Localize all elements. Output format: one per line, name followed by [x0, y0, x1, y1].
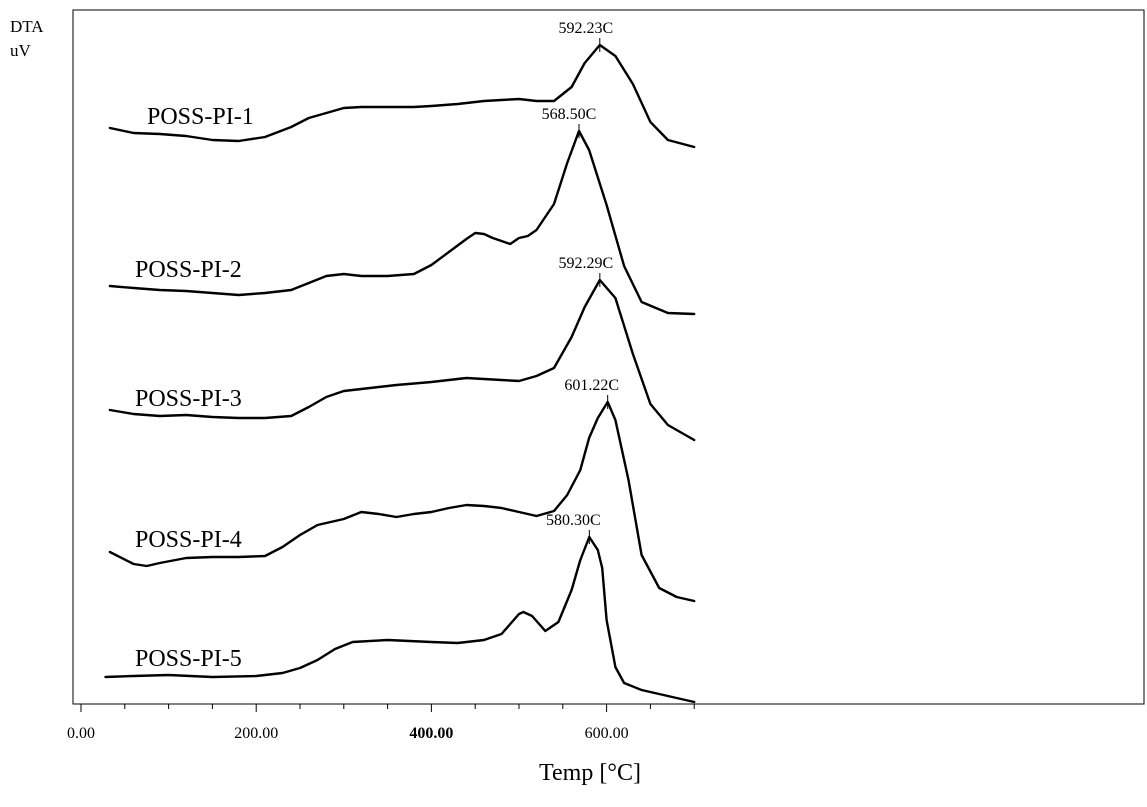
peak-markers: 592.23C 568.50C 592.29C 601.22C 580.30C [542, 20, 619, 544]
peak-label-1: 592.23C [558, 20, 613, 37]
x-tick-label: 0.00 [67, 725, 95, 742]
x-axis-title: Temp [°C] [539, 760, 641, 786]
series-curve-5 [104, 535, 696, 704]
y-axis-label-line-1: DTA [10, 17, 44, 36]
x-tick-label: 600.00 [585, 725, 629, 742]
plot-frame [72, 9, 1145, 705]
series-curve-1 [108, 43, 696, 149]
series-curve-4 [108, 400, 696, 603]
peak-label-3: 592.29C [559, 255, 614, 272]
series-labels: POSS-PI-1 POSS-PI-2 POSS-PI-3 POSS-PI-4 POSS… [135, 104, 254, 672]
x-tick-label: 400.00 [409, 725, 453, 742]
series-curve-2 [108, 129, 696, 316]
series-label-4: POSS-PI-4 [135, 527, 242, 553]
y-axis-label-line-2: uV [10, 41, 32, 60]
series-label-3: POSS-PI-3 [135, 386, 242, 412]
x-axis-minor-ticks [80, 704, 695, 712]
series-curve-3 [108, 278, 696, 442]
peak-label-2: 568.50C [542, 106, 597, 123]
x-tick-label: 200.00 [234, 725, 278, 742]
series-label-2: POSS-PI-2 [135, 257, 242, 283]
peak-label-4: 601.22C [564, 377, 619, 394]
x-axis-tick-labels: 0.00 200.00 400.00 600.00 [67, 725, 629, 742]
peak-label-5: 580.30C [546, 512, 601, 529]
series-curves [104, 43, 696, 704]
series-label-1: POSS-PI-1 [147, 104, 254, 130]
series-label-5: POSS-PI-5 [135, 646, 242, 672]
